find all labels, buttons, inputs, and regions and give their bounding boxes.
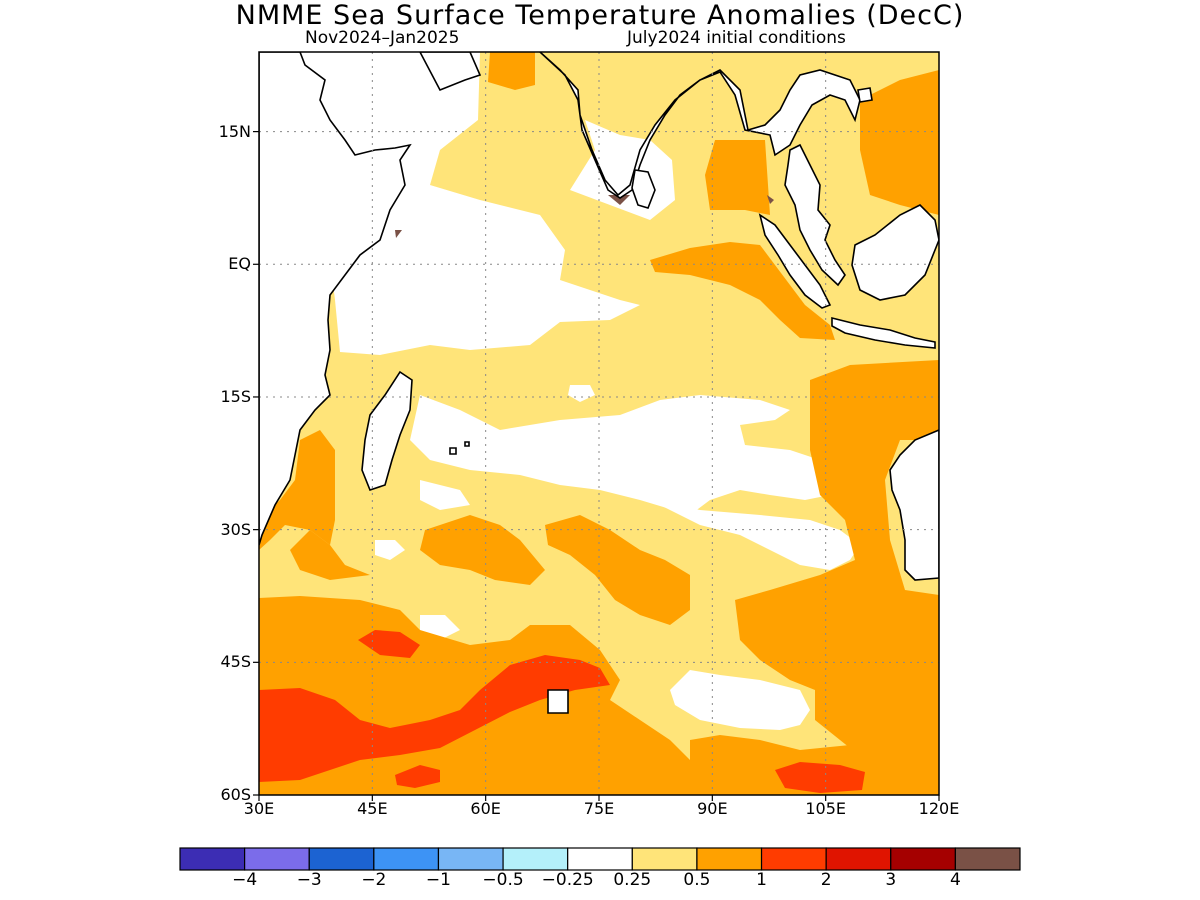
anomaly-region-orange <box>420 515 545 585</box>
colorbar-swatch <box>825 847 892 871</box>
anomaly-region-red <box>358 630 420 658</box>
gridlines <box>259 52 939 795</box>
lon-tick-label: 75E <box>583 799 615 818</box>
colorbar-label: 4 <box>949 870 961 890</box>
colorbar <box>179 847 1021 871</box>
colorbar-swatch <box>890 847 956 871</box>
lat-tick-label: 30S <box>220 519 251 539</box>
anomaly-region-orange <box>488 52 535 90</box>
anomaly-region-near-zero <box>375 540 405 560</box>
anomaly-region-near-zero <box>650 500 860 570</box>
colorbar-label: 3 <box>885 870 897 890</box>
coastline <box>259 52 939 714</box>
lat-tick-label: 60S <box>220 785 251 804</box>
anomaly-region-red <box>395 765 440 788</box>
colorbar-swatch <box>696 847 763 871</box>
colorbar-label: −2 <box>361 870 387 890</box>
initial-conditions: July2024 initial conditions <box>627 28 846 48</box>
land-borneo <box>851 204 939 301</box>
anomaly-region-brown <box>608 195 630 205</box>
colorbar-label: 0.5 <box>683 870 711 890</box>
land-australia <box>889 429 939 581</box>
colorbar-swatch <box>373 847 440 871</box>
lat-tick-label: 45S <box>220 652 251 672</box>
anomaly-region-red <box>259 655 610 782</box>
colorbar-label: −0.5 <box>482 870 524 890</box>
colorbar-label: 1 <box>756 870 767 890</box>
lon-tick-label: 90E <box>697 799 728 818</box>
land-kerguelen <box>547 689 569 714</box>
anomaly-region-orange <box>650 242 835 340</box>
colorbar-label: 2 <box>820 870 832 890</box>
lat-tick-label: 15S <box>220 386 251 406</box>
colorbar-swatch <box>631 847 698 871</box>
anomaly-region-red <box>775 762 865 793</box>
land-africa-arabia <box>259 52 412 546</box>
lat-tick-label: 15N <box>218 121 251 141</box>
anomaly-region-brown <box>395 230 402 238</box>
lon-tick-label: 60E <box>470 799 501 818</box>
land-sri-lanka <box>631 169 656 209</box>
colorbar-swatch <box>502 847 569 871</box>
anomaly-region-brown <box>767 195 774 204</box>
anomaly-region-near-zero <box>568 385 595 402</box>
land-hainan <box>857 87 873 103</box>
anomaly-region-orange <box>860 70 939 215</box>
colorbar-swatch <box>308 847 375 871</box>
axis-ticks <box>253 131 940 801</box>
anomaly-region-orange <box>259 430 335 550</box>
forecast-period: Nov2024–Jan2025 <box>305 28 460 48</box>
colorbar-label: −1 <box>425 870 451 890</box>
lon-tick-label: 45E <box>357 799 388 818</box>
lon-tick-label: 105E <box>805 799 846 818</box>
lon-tick-label: 30E <box>243 799 275 818</box>
lat-tick-label: EQ <box>228 254 251 274</box>
colorbar-swatch <box>437 847 504 871</box>
colorbar-label: 0.25 <box>613 870 652 890</box>
anomaly-region-near-zero <box>410 395 840 515</box>
colorbar-swatch <box>567 847 633 871</box>
anomaly-region-orange <box>545 515 690 625</box>
lon-tick-label: 120E <box>918 799 960 818</box>
land-java <box>831 316 936 349</box>
anomaly-region-near-zero <box>670 670 810 730</box>
anomaly-region-orange <box>705 140 770 215</box>
colorbar-swatch <box>244 847 310 871</box>
colorbar-swatch <box>179 847 246 871</box>
land-sumatra <box>758 213 832 309</box>
map-title: NMME Sea Surface Temperature Anomalies (… <box>235 0 965 31</box>
anomaly-region-orange <box>290 530 370 580</box>
land-reunion <box>464 441 470 447</box>
anomaly-region-orange <box>735 360 939 795</box>
colorbar-swatch <box>760 847 827 871</box>
land-madagascar <box>361 370 413 491</box>
anomaly-region-near-zero <box>259 52 640 355</box>
land-mauritius <box>449 447 457 455</box>
land-arabian-coast <box>419 52 482 92</box>
land-indochina <box>784 143 846 287</box>
colorbar-label: −4 <box>232 870 258 890</box>
colorbar-label: −0.25 <box>541 870 594 890</box>
colorbar-swatch <box>954 847 1021 871</box>
colorbar-label: −3 <box>296 870 322 890</box>
anomaly-region-near-zero <box>420 480 470 510</box>
